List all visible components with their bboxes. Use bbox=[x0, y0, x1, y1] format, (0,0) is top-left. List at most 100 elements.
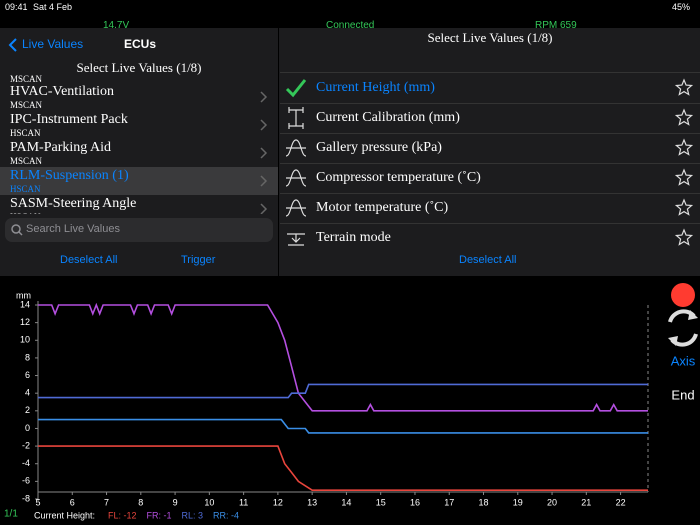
chart-bg bbox=[0, 278, 700, 525]
x-tick-label: 13 bbox=[307, 497, 317, 507]
x-tick-label: 21 bbox=[581, 497, 591, 507]
voltage: 14.7V bbox=[103, 15, 129, 33]
row-icon bbox=[288, 107, 304, 129]
x-tick-label: 6 bbox=[70, 497, 75, 507]
favorite-star[interactable] bbox=[674, 198, 694, 216]
ecu-row[interactable]: IPC-Instrument Pack HSCAN bbox=[0, 111, 278, 139]
y-tick-label: 6 bbox=[25, 370, 30, 380]
favorite-star[interactable] bbox=[674, 168, 694, 186]
deselect-all-button[interactable]: Deselect All bbox=[459, 254, 517, 266]
row-icon bbox=[285, 169, 307, 187]
legend-entry: RL: 3 bbox=[182, 510, 204, 520]
search-field[interactable]: Search Live Values bbox=[5, 218, 273, 242]
record-button[interactable] bbox=[671, 283, 695, 307]
legend-entry: FR: -1 bbox=[147, 510, 172, 520]
y-tick-label: -6 bbox=[22, 476, 30, 486]
x-tick-label: 19 bbox=[513, 497, 523, 507]
value-name: Gallery pressure (kPa) bbox=[316, 140, 442, 155]
chevron-line bbox=[260, 91, 268, 103]
ecu-name: HVAC-Ventilation bbox=[10, 84, 114, 99]
chevron bbox=[260, 175, 268, 187]
x-tick-label: 16 bbox=[410, 497, 420, 507]
wave-icon bbox=[285, 139, 307, 157]
check-icon bbox=[285, 79, 307, 98]
back-chevron bbox=[8, 38, 17, 52]
x-tick-label: 9 bbox=[173, 497, 178, 507]
ecu-row[interactable]: PAM-Parking Aid MSCAN bbox=[0, 139, 278, 167]
value-name: Motor temperature (˚C) bbox=[316, 200, 449, 215]
x-tick-label: 22 bbox=[616, 497, 626, 507]
row-icons bbox=[285, 138, 694, 157]
search-icon bbox=[11, 224, 23, 236]
favorite-star[interactable] bbox=[674, 108, 694, 126]
series-line bbox=[38, 418, 648, 434]
battery: 45% bbox=[672, 2, 691, 12]
rpm-text: RPM 659 bbox=[535, 20, 577, 31]
value-row[interactable]: Compressor temperature (˚C) bbox=[280, 163, 700, 194]
legend-entry: RR: -4 bbox=[213, 510, 239, 520]
row-icons bbox=[288, 107, 694, 129]
x-tick-label: 17 bbox=[444, 497, 454, 507]
page-indicator: 1/1 bbox=[4, 509, 18, 520]
refresh-icon[interactable] bbox=[668, 309, 698, 347]
chevron bbox=[260, 119, 268, 131]
rpm: RPM 659 bbox=[535, 15, 577, 33]
legend-title: Current Height: bbox=[34, 510, 95, 520]
end-button[interactable]: End bbox=[671, 387, 694, 402]
trigger-button[interactable]: Trigger bbox=[181, 254, 216, 266]
wave-icon bbox=[285, 169, 307, 187]
y-tick-label: 0 bbox=[25, 423, 30, 433]
value-name: Current Height (mm) bbox=[316, 80, 435, 95]
favorite-star[interactable] bbox=[674, 78, 694, 96]
y-tick-label: -8 bbox=[22, 493, 30, 503]
value-row[interactable]: Current Height (mm) bbox=[280, 73, 700, 104]
favorite-star[interactable] bbox=[674, 138, 694, 156]
ecu-bus: HSCAN bbox=[10, 212, 41, 214]
right-panel bbox=[279, 28, 700, 276]
row-icons bbox=[285, 168, 694, 187]
ecu-row[interactable]: SASM-Steering AngleHSCAN bbox=[0, 195, 278, 214]
row-icon bbox=[287, 233, 305, 246]
axis-button[interactable]: Axis bbox=[671, 353, 696, 368]
x-tick-label: 14 bbox=[341, 497, 351, 507]
value-name: Terrain mode bbox=[316, 230, 391, 245]
chevron-line bbox=[260, 119, 268, 131]
ecu-row[interactable]: RLM-Suspension (1) HSCAN bbox=[0, 167, 278, 195]
nav-title: ECUs bbox=[124, 37, 157, 51]
series-line bbox=[38, 302, 648, 412]
right-title: Select Live Values (1/8) bbox=[427, 30, 553, 45]
legend-entry: FL: -12 bbox=[108, 510, 137, 520]
y-tick-label: 8 bbox=[25, 352, 30, 362]
x-tick-label: 8 bbox=[138, 497, 143, 507]
voltage-text: 14.7V bbox=[103, 20, 130, 31]
chevron bbox=[260, 147, 268, 159]
value-row[interactable]: Motor temperature (˚C) bbox=[280, 193, 700, 224]
ecu-bus: HSCAN bbox=[10, 128, 41, 138]
y-tick-label: 10 bbox=[20, 335, 30, 345]
ecu-name: RLM-Suspension (1) bbox=[10, 168, 129, 183]
x-tick-label: 10 bbox=[204, 497, 214, 507]
series-line bbox=[38, 445, 648, 491]
status-date: Sat 4 Feb bbox=[33, 2, 73, 12]
value-name: Compressor temperature (˚C) bbox=[316, 170, 481, 185]
chevron-line bbox=[260, 175, 268, 187]
favorite-star[interactable] bbox=[674, 228, 694, 246]
left-subtitle: Select Live Values (1/8) bbox=[76, 60, 202, 75]
ecu-row[interactable]: HVAC-Ventilation MSCAN bbox=[0, 83, 278, 111]
y-tick-label: -2 bbox=[22, 440, 30, 450]
value-row[interactable]: Current Calibration (mm) bbox=[280, 103, 700, 134]
value-name: Current Calibration (mm) bbox=[316, 110, 460, 125]
x-tick-label: 5 bbox=[35, 497, 40, 507]
deselect-all-button[interactable]: Deselect All bbox=[60, 254, 118, 266]
value-row[interactable]: Terrain mode bbox=[280, 223, 700, 249]
value-row[interactable]: Gallery pressure (kPa) bbox=[280, 133, 700, 164]
row-icons bbox=[285, 78, 694, 98]
y-tick-label: -4 bbox=[22, 458, 30, 468]
back-button[interactable]: Live Values bbox=[22, 37, 84, 51]
ecu-bus: HSCAN bbox=[10, 184, 41, 194]
search-placeholder: Search Live Values bbox=[26, 223, 120, 235]
x-tick-label: 12 bbox=[273, 497, 283, 507]
series-line bbox=[38, 383, 648, 399]
row-icons bbox=[287, 228, 694, 246]
y-tick-label: 2 bbox=[25, 405, 30, 415]
